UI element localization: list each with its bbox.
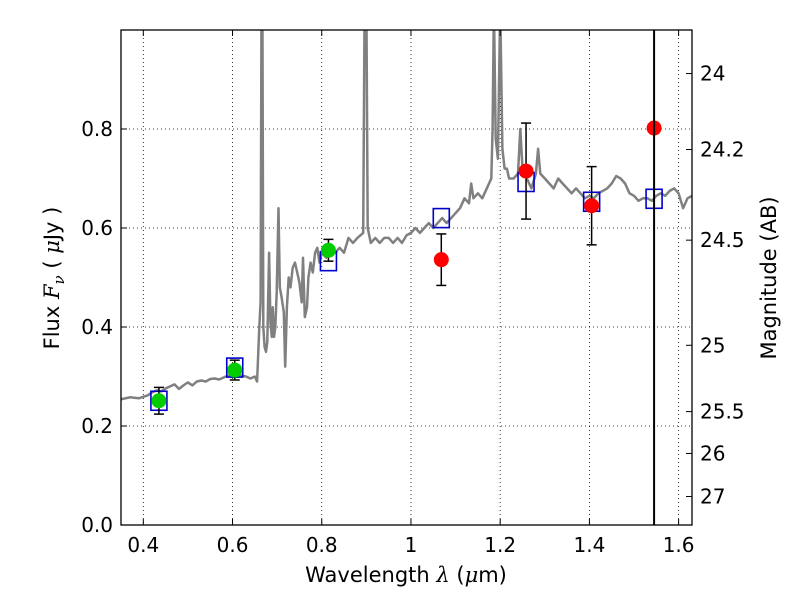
x-tick-label: 1.4: [573, 533, 605, 557]
mag-tick-label: 25: [700, 333, 725, 357]
x-tick-label: 0.8: [306, 533, 338, 557]
red-point: [433, 252, 449, 268]
x-tick-label: 1.6: [663, 533, 695, 557]
x-tick-label: 0.6: [217, 533, 249, 557]
plot-area: [121, 30, 692, 525]
series-line-spectrum: [121, 30, 692, 401]
mag-tick-label: 24.2: [700, 138, 745, 162]
red-point: [584, 198, 600, 214]
x-tick-label: 1: [405, 533, 418, 557]
plot-frame: [120, 29, 693, 526]
y-tick-label: 0.8: [81, 117, 113, 141]
y-tick-label: 0.0: [81, 513, 113, 537]
axes: 0.4 0.6 0.8 1 1.2 1.4 1.6 0.0 0.2 0.4 0.6 0.8 24 24.2…: [81, 30, 745, 557]
mag-tick-label: 26: [700, 441, 725, 465]
mag-tick-label: 24.5: [700, 228, 745, 252]
model-photometry-square: [432, 207, 451, 229]
detection-point: [320, 242, 336, 258]
detection-point: [151, 393, 167, 409]
mag-tick-label: 24: [700, 62, 725, 86]
y-tick-label: 0.4: [81, 315, 113, 339]
y-tick-label: 0.6: [81, 216, 113, 240]
x-tick-label: 0.4: [127, 533, 159, 557]
mag-tick-label: 27: [700, 485, 725, 509]
grid: [121, 30, 692, 526]
y-tick-label: 0.2: [81, 414, 113, 438]
x-axis-title: Wavelength λ (μm): [305, 563, 507, 587]
right-axis-title: Magnitude (AB): [757, 196, 781, 359]
x-tick-label: 1.2: [484, 533, 516, 557]
detection-point: [227, 362, 243, 378]
y-axis-title: Flux Fν ( μJy ): [40, 207, 68, 350]
red-point: [518, 163, 534, 179]
mag-tick-label: 25.5: [700, 400, 745, 424]
